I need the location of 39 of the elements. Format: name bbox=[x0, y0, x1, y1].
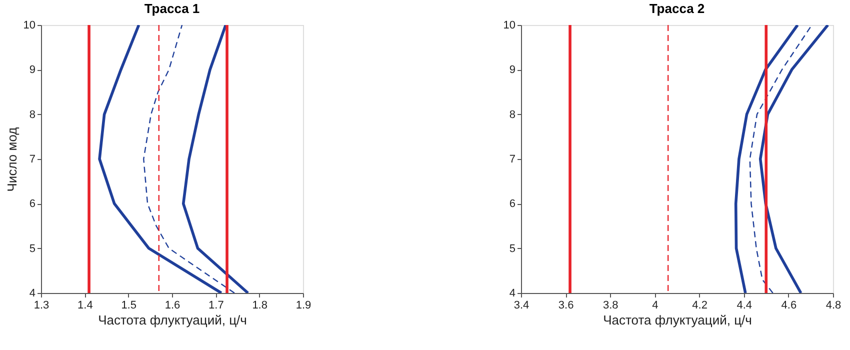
x-tick-label: 4.6 bbox=[781, 300, 797, 312]
y-tick-label: 7 bbox=[29, 154, 36, 166]
line-series bbox=[182, 25, 250, 293]
y-axis-title: Число мод bbox=[4, 126, 20, 192]
x-tick-label: 1.5 bbox=[121, 300, 136, 312]
x-tick-label: 1.6 bbox=[164, 300, 180, 312]
y-tick-label: 7 bbox=[509, 154, 516, 166]
x-axis-title: Частота флуктуаций, ц/ч bbox=[603, 312, 752, 328]
y-tick-label: 6 bbox=[29, 198, 36, 210]
x-tick-label: 1.3 bbox=[34, 300, 50, 312]
x-tick-label: 3.8 bbox=[602, 300, 618, 312]
x-tick-label: 3.4 bbox=[514, 300, 530, 312]
y-tick-label: 10 bbox=[503, 20, 516, 32]
line-series bbox=[98, 25, 223, 293]
y-tick-label: 6 bbox=[509, 198, 516, 210]
y-tick-label: 8 bbox=[29, 108, 36, 121]
y-tick-label: 5 bbox=[509, 242, 516, 255]
x-axis-title: Частота флуктуаций, ц/ч bbox=[98, 312, 247, 328]
x-tick-label: 4.8 bbox=[826, 300, 842, 312]
x-tick-label: 1.4 bbox=[78, 300, 93, 312]
chart-title: Трасса 2 bbox=[649, 1, 705, 16]
x-tick-label: 4.2 bbox=[692, 300, 708, 312]
chart-title: Трасса 1 bbox=[144, 1, 200, 16]
x-tick-label: 4 bbox=[652, 300, 658, 312]
x-tick-label: 3.6 bbox=[558, 300, 574, 312]
y-tick-label: 9 bbox=[509, 64, 516, 76]
y-tick-label: 4 bbox=[29, 288, 36, 300]
x-tick-label: 4.4 bbox=[736, 300, 752, 312]
x-tick-label: 1.9 bbox=[296, 300, 312, 312]
line-series bbox=[749, 25, 812, 293]
y-tick-label: 5 bbox=[29, 242, 36, 255]
y-tick-label: 9 bbox=[29, 64, 36, 76]
y-tick-label: 10 bbox=[23, 20, 36, 32]
y-tick-label: 8 bbox=[509, 108, 516, 121]
line-series bbox=[734, 25, 799, 293]
y-tick-label: 4 bbox=[509, 288, 516, 300]
x-tick-label: 1.7 bbox=[208, 300, 224, 312]
x-tick-label: 1.8 bbox=[252, 300, 268, 312]
line-series bbox=[143, 25, 236, 293]
